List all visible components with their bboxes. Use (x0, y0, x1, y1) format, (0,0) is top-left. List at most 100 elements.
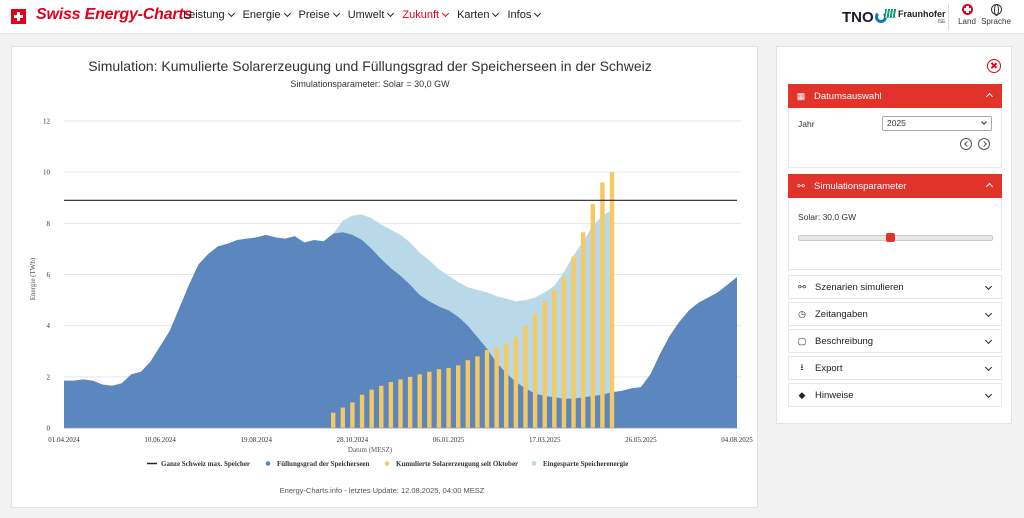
legend-marker (531, 461, 537, 466)
diamond-icon: ◆ (798, 389, 806, 400)
solar-bar (446, 367, 451, 428)
y-tick-label: 4 (47, 322, 51, 330)
sprache-button[interactable]: Sprache (980, 4, 1012, 26)
nav-item-leistung[interactable]: Leistung (183, 9, 236, 21)
main-menu: Leistung Energie Preise Umwelt Zukunft K… (183, 9, 542, 21)
chart-title: Simulation: Kumulierte Solarerzeugung un… (88, 58, 651, 74)
solar-bar (427, 371, 432, 428)
solar-bar (532, 314, 538, 428)
chevron-down-icon (981, 119, 987, 125)
previous-year-button[interactable] (960, 138, 972, 150)
nav-item-karten[interactable]: Karten (457, 9, 500, 21)
fraunhofer-sub: ISE (937, 19, 946, 25)
nav-label: Energie (242, 9, 281, 21)
datumsauswahl-header[interactable]: ▦ Datumsauswahl (788, 84, 1002, 108)
simulationsparameter-title: Simulationsparameter (814, 180, 907, 192)
x-tick-label: 28.10.2024 (337, 436, 369, 444)
y-axis-label: Energie (TWh) (29, 257, 37, 300)
swiss-flag-icon[interactable] (11, 9, 26, 24)
chevron-down-icon (332, 9, 340, 18)
settings-sidebar: ▦ Datumsauswahl Jahr 2025 ⚯ Simulationsp… (776, 46, 1012, 424)
nav-divider (948, 4, 949, 30)
chevron-down-icon (984, 282, 993, 291)
chart-subtitle: Simulationsparameter: Solar = 30,0 GW (290, 79, 450, 89)
x-tick-label: 19.08.2024 (241, 436, 273, 444)
nav-item-preise[interactable]: Preise (299, 9, 341, 21)
y-tick-label: 0 (47, 425, 51, 433)
download-icon: ⭳ (800, 362, 804, 372)
nav-label: Karten (457, 9, 490, 21)
brand-name[interactable]: Swiss Energy-Charts (36, 6, 193, 23)
legend-marker (265, 461, 271, 466)
nav-item-umwelt[interactable]: Umwelt (348, 9, 396, 21)
sprache-label: Sprache (981, 17, 1011, 26)
solar-label: Solar: 30,0 GW (798, 212, 857, 222)
fraunhofer-mark-icon (885, 9, 896, 18)
nav-label: Zukunft (402, 9, 440, 21)
legend-label: Eingesparte Speicherenergie (543, 460, 628, 468)
nav-item-energie[interactable]: Energie (243, 9, 292, 21)
tno-logo-text: TNO (842, 9, 874, 26)
y-tick-label: 6 (47, 271, 51, 279)
chevron-down-icon (227, 9, 235, 18)
plot-area (64, 172, 737, 429)
nav-item-infos[interactable]: Infos (507, 9, 542, 21)
solar-slider-handle[interactable] (885, 233, 895, 242)
chart-panel: Simulation: Kumulierte Solarerzeugung un… (11, 46, 758, 508)
next-year-button[interactable] (978, 138, 990, 150)
y-tick-label: 2 (47, 373, 51, 381)
legend-label: Ganze Schweiz max. Speicher (161, 460, 250, 468)
chart-legend: Ganze Schweiz max. Speicher Füllungsgrad … (147, 460, 628, 468)
hinweise-header[interactable]: ◆ Hinweise (788, 383, 1002, 407)
datumsauswahl-title: Datumsauswahl (814, 90, 882, 102)
solar-bar (513, 337, 519, 428)
export-header[interactable]: ⭳ Export (788, 356, 1002, 380)
chart-footer: Energy-Charts.info - letztes Update: 12.… (280, 486, 485, 495)
land-button[interactable]: Land (956, 4, 978, 26)
nav-item-zukunft[interactable]: Zukunft (402, 9, 450, 21)
chevron-down-icon (984, 309, 993, 318)
chevron-down-icon (984, 336, 993, 345)
chevron-down-icon (984, 363, 993, 372)
solar-slider-track[interactable] (798, 235, 993, 241)
solar-bar (475, 356, 480, 428)
chevron-up-icon (985, 182, 994, 191)
solar-bar (484, 349, 490, 428)
solar-bar (561, 277, 567, 428)
chart-svg[interactable]: Simulation: Kumulierte Solarerzeugung un… (12, 47, 759, 509)
export-title: Export (815, 362, 843, 374)
chevron-down-icon (534, 9, 542, 18)
solar-bar (369, 389, 374, 428)
solar-bar (600, 182, 605, 428)
land-label: Land (958, 17, 976, 26)
nav-label: Leistung (183, 9, 225, 21)
zeitangaben-header[interactable]: ◷ Zeitangaben (788, 302, 1002, 326)
swiss-cross-icon (961, 4, 973, 15)
close-icon[interactable] (987, 59, 1001, 73)
y-tick-label: 8 (47, 220, 51, 228)
note-icon: ▢ (797, 335, 807, 346)
y-tick-label: 12 (43, 118, 51, 126)
solar-bar (379, 385, 384, 428)
y-tick-label: 10 (43, 169, 51, 177)
jahr-value: 2025 (887, 118, 906, 128)
tno-logo[interactable]: TNO (842, 9, 887, 26)
x-tick-label: 01.04.2024 (48, 436, 80, 444)
beschreibung-header[interactable]: ▢ Beschreibung (788, 329, 1002, 353)
jahr-select[interactable]: 2025 (882, 116, 992, 131)
fraunhofer-logo[interactable]: Fraunhofer ISE (885, 9, 946, 25)
simulationsparameter-header[interactable]: ⚯ Simulationsparameter (788, 174, 1002, 198)
legend-label: Füllungsgrad der Speicherseen (277, 460, 370, 468)
solar-bar (504, 343, 509, 428)
szenarien-header[interactable]: ⚯ Szenarien simulieren (788, 275, 1002, 299)
x-axis-ticks: 01.04.2024 10.06.2024 19.08.2024 28.10.2024… (48, 436, 753, 444)
chevron-down-icon (283, 9, 291, 18)
solar-bar (580, 232, 586, 428)
jahr-label: Jahr (798, 119, 815, 129)
x-axis-label: Datum (MESZ) (348, 446, 393, 454)
chevron-down-icon (387, 9, 395, 18)
top-navbar: Swiss Energy-Charts Leistung Energie Pre… (0, 0, 1024, 34)
legend-label: Kumulierte Solarerzeugung seit Oktober (396, 460, 518, 468)
nav-label: Umwelt (347, 9, 385, 21)
solar-bar (609, 172, 615, 428)
